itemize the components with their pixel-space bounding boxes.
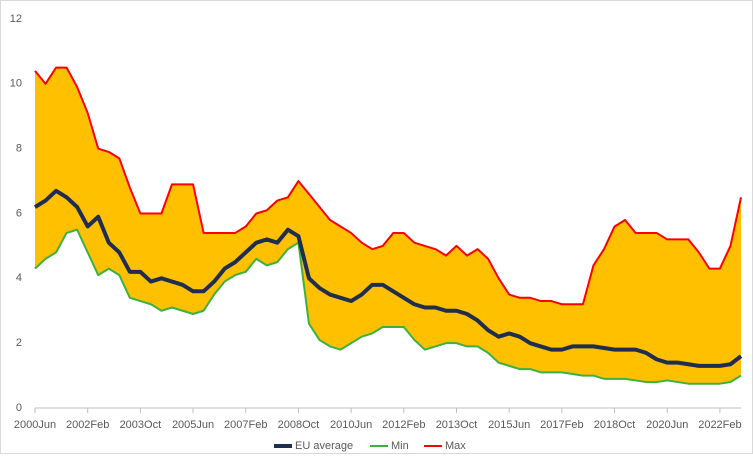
x-tick-label: 2003Oct bbox=[120, 419, 162, 431]
x-tick-label: 2018Oct bbox=[594, 419, 636, 431]
y-tick-label: 12 bbox=[10, 13, 22, 25]
legend-label: Max bbox=[445, 440, 466, 452]
x-tick-label: 2015Jun bbox=[488, 419, 530, 431]
x-tick-label: 2010Jun bbox=[330, 419, 372, 431]
x-tick-label: 2017Feb bbox=[540, 419, 583, 431]
series-line bbox=[33, 188, 743, 368]
y-tick-label: 2 bbox=[16, 337, 22, 349]
x-tick-label: 2013Oct bbox=[436, 419, 478, 431]
x-tick-label: 2000Jun bbox=[14, 419, 56, 431]
series-line bbox=[34, 228, 742, 385]
x-tick-label: 2020Jun bbox=[646, 419, 688, 431]
y-tick-label: 4 bbox=[16, 272, 22, 284]
x-tick-label: 2002Feb bbox=[66, 419, 109, 431]
x-tick-label: 2022Feb bbox=[698, 419, 741, 431]
x-tick-label: 2007Feb bbox=[224, 419, 267, 431]
y-tick-label: 6 bbox=[16, 207, 22, 219]
y-tick-label: 0 bbox=[16, 402, 22, 414]
y-tick-label: 10 bbox=[10, 78, 22, 90]
series-line bbox=[34, 66, 742, 306]
legend-label: Min bbox=[391, 440, 409, 452]
x-tick-label: 2008Oct bbox=[278, 419, 320, 431]
x-tick-label: 2005Jun bbox=[172, 419, 214, 431]
y-tick-label: 8 bbox=[16, 143, 22, 155]
x-tick-label: 2012Feb bbox=[382, 419, 425, 431]
legend-label: EU average bbox=[295, 440, 353, 452]
